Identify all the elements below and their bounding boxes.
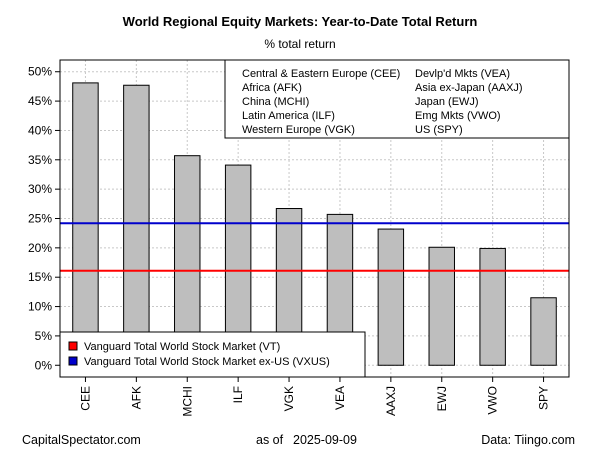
y-tick-label: 35% — [28, 153, 52, 167]
y-tick-label: 50% — [28, 65, 52, 79]
bar-mchi — [174, 155, 201, 366]
x-tick-label: VEA — [333, 386, 347, 410]
x-tick-label: SPY — [537, 386, 551, 410]
legend-swatch-vt — [68, 341, 78, 351]
footer-data-source: Data: Tiingo.com — [481, 433, 575, 447]
ticker-key-entry: China (MCHI) — [242, 96, 309, 108]
y-tick-label: 10% — [28, 300, 52, 314]
plot-frame — [59, 59, 570, 378]
legend-label-vxus: Vanguard Total World Stock Market ex-US … — [84, 356, 330, 368]
ticker-key-entry: US (SPY) — [415, 124, 463, 136]
y-tick-label: 15% — [28, 270, 52, 284]
bar-ewj — [428, 246, 455, 366]
ticker-key: Central & Eastern Europe (CEE) Africa (AF… — [224, 59, 570, 139]
ticker-key-entry: Asia ex-Japan (AAXJ) — [415, 82, 523, 94]
ticker-key-entry: Emg Mkts (VWO) — [415, 110, 501, 122]
ticker-key-entry: Western Europe (VGK) — [242, 124, 355, 136]
footer-as-of-label: as of — [256, 433, 284, 447]
chart-subtitle: % total return — [264, 37, 335, 51]
x-axis: CEE AFK MCHI ILF VGK VEA AAXJ EWJ VWO SPY — [78, 377, 551, 417]
x-tick-label: ILF — [231, 386, 245, 403]
x-tick-label: CEE — [78, 386, 92, 411]
x-tick-label: EWJ — [435, 386, 449, 411]
legend: Vanguard Total World Stock Market (VT) Va… — [59, 331, 366, 378]
legend-label-vt: Vanguard Total World Stock Market (VT) — [84, 341, 280, 353]
legend-box — [59, 331, 366, 378]
bar-afk — [123, 84, 150, 366]
x-tick-label: VWO — [486, 386, 500, 415]
y-tick-label: 40% — [28, 123, 52, 137]
ticker-key-entry: Central & Eastern Europe (CEE) — [242, 68, 400, 80]
y-tick-label: 20% — [28, 241, 52, 255]
x-tick-label: AAXJ — [384, 386, 398, 416]
ticker-key-entry: Africa (AFK) — [242, 82, 302, 94]
ticker-key-box — [224, 59, 570, 139]
x-tick-label: AFK — [129, 386, 143, 409]
y-tick-label: 25% — [28, 212, 52, 226]
bar-vwo — [479, 247, 506, 366]
bar-spy — [530, 297, 557, 366]
ticker-key-entry: Latin America (ILF) — [242, 110, 335, 122]
y-tick-label: 0% — [35, 358, 53, 372]
x-tick-label: VGK — [282, 386, 296, 411]
ticker-key-entry: Devlp'd Mkts (VEA) — [415, 68, 510, 80]
bar-aaxj — [377, 228, 405, 366]
footer-source: CapitalSpectator.com — [22, 433, 141, 447]
footer-as-of-date: 2025-09-09 — [293, 433, 357, 447]
y-tick-label: 45% — [28, 94, 52, 108]
y-tick-label: 5% — [35, 329, 53, 343]
reference-lines — [60, 222, 569, 272]
x-tick-label: MCHI — [180, 386, 194, 417]
y-tick-label: 30% — [28, 182, 52, 196]
ticker-key-entry: Japan (EWJ) — [415, 96, 479, 108]
chart-title: World Regional Equity Markets: Year-to-D… — [123, 14, 478, 29]
y-axis: 0% 5% 10% 15% 20% 25% 30% 35% 40% 45% 50% — [28, 65, 60, 372]
legend-swatch-vxus — [68, 356, 78, 366]
